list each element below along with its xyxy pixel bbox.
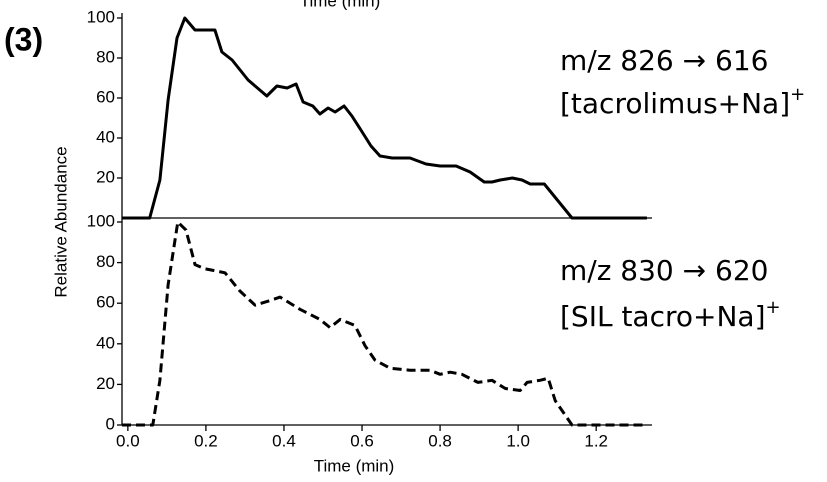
annotation: m/z 830 → 620	[560, 254, 768, 287]
y-tick-label: 40	[96, 127, 115, 146]
y-tick-label: 20	[96, 167, 115, 186]
y-tick-label: 60	[96, 293, 115, 312]
x-tick-label: 1.0	[506, 431, 530, 450]
annotation: m/z 826 → 616	[560, 44, 768, 77]
y-tick-label: 0	[106, 414, 115, 433]
annotation-text: m/z 830 → 620	[560, 254, 768, 287]
x-tick-label: 0.8	[428, 431, 452, 450]
x-axis-label: Time (min)	[314, 456, 395, 475]
panel-label: (3)	[4, 21, 43, 57]
x-tick-label: 0.6	[350, 431, 374, 450]
annotation: [SIL tacro+Na]+	[560, 297, 781, 333]
y-tick-label: 80	[96, 47, 115, 66]
annotation-superscript: +	[766, 297, 781, 318]
y-tick-label: 80	[96, 252, 115, 271]
x-tick-label: 1.2	[584, 431, 608, 450]
annotation-text: [tacrolimus+Na]	[560, 87, 790, 120]
y-tick-label: 60	[96, 87, 115, 106]
y-tick-label: 40	[96, 333, 115, 352]
y-axis-label: Relative Abundance	[51, 146, 70, 297]
annotation-text: [SIL tacro+Na]	[560, 300, 766, 333]
data-line	[122, 220, 647, 427]
top-x-axis-label: Time (min)	[300, 0, 381, 10]
annotation-text: m/z 826 → 616	[560, 44, 768, 77]
x-tick-label: 0.0	[116, 431, 140, 450]
annotation-superscript: +	[790, 84, 805, 105]
annotation: [tacrolimus+Na]+	[560, 84, 805, 120]
x-tick-label: 0.4	[272, 431, 296, 450]
y-tick-label: 20	[96, 374, 115, 393]
data-line	[122, 16, 647, 220]
y-tick-label: 100	[87, 7, 115, 26]
y-tick-label: 100	[87, 211, 115, 230]
x-tick-label: 0.2	[194, 431, 218, 450]
